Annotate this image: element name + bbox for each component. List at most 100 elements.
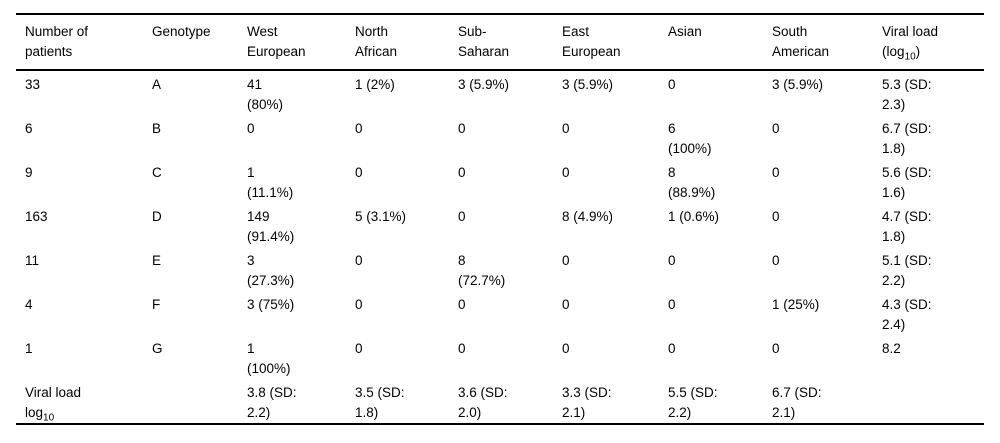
column-header-number-of-patients: Number of patients bbox=[16, 14, 143, 71]
cell: 3 (5.9%) bbox=[772, 77, 824, 92]
cell: 0 bbox=[668, 297, 676, 312]
footer-label-text: Viral load log bbox=[25, 385, 82, 420]
cell: 3.6 (SD: 2.0) bbox=[458, 385, 508, 420]
column-header-north-african: North African bbox=[346, 14, 449, 71]
table-row-genotype-g: 1 G 1 (100%) 0 0 0 0 0 8.2 bbox=[16, 335, 984, 379]
cell: C bbox=[152, 165, 162, 180]
table-row-genotype-e: 11 E 3 (27.3%) 0 8 (72.7%) 0 0 0 5.1 (SD… bbox=[16, 247, 984, 291]
cell: 0 bbox=[562, 121, 570, 136]
cell: 3.3 (SD: 2.1) bbox=[562, 385, 612, 420]
viral-load-header-subscript: 10 bbox=[904, 51, 916, 63]
cell: 6.7 (SD: 1.8) bbox=[882, 121, 932, 156]
cell: E bbox=[152, 253, 162, 268]
cell: 5.1 (SD: 2.2) bbox=[882, 253, 932, 288]
cell: 0 bbox=[562, 165, 570, 180]
cell: 41 (80%) bbox=[247, 77, 284, 112]
cell: 11 bbox=[25, 253, 40, 268]
cell: 0 bbox=[772, 253, 780, 268]
cell: 33 bbox=[25, 77, 41, 92]
table-footer: Viral load log10 3.8 (SD: 2.2) 3.5 (SD: … bbox=[16, 379, 984, 424]
column-header-genotype: Genotype bbox=[143, 14, 238, 71]
viral-load-header-text: Viral load (log bbox=[882, 24, 939, 59]
cell: D bbox=[152, 209, 162, 224]
cell: 8 (88.9%) bbox=[668, 165, 716, 200]
column-header-east-european: East European bbox=[553, 14, 659, 71]
cell: 0 bbox=[562, 341, 570, 356]
cell: G bbox=[152, 341, 163, 356]
cell bbox=[143, 379, 238, 424]
cell: 5 (3.1%) bbox=[355, 209, 407, 224]
cell: 1 (2%) bbox=[355, 77, 395, 92]
cell: 3 (75%) bbox=[247, 297, 295, 312]
cell: 4.7 (SD: 1.8) bbox=[882, 209, 932, 244]
cell: 8 (4.9%) bbox=[562, 209, 614, 224]
cell: 1 (11.1%) bbox=[247, 165, 294, 200]
table-row-genotype-d: 163 D 149 (91.4%) 5 (3.1%) 0 8 (4.9%) 1 … bbox=[16, 203, 984, 247]
cell: 0 bbox=[772, 209, 780, 224]
cell: B bbox=[152, 121, 162, 136]
cell: 0 bbox=[562, 297, 570, 312]
footer-row-viral-load: Viral load log10 3.8 (SD: 2.2) 3.5 (SD: … bbox=[16, 379, 984, 424]
cell: 0 bbox=[458, 165, 466, 180]
header-row: Number of patients Genotype West Europea… bbox=[16, 14, 984, 71]
cell: 0 bbox=[458, 297, 466, 312]
cell: 3.5 (SD: 1.8) bbox=[355, 385, 405, 420]
cell: 3.8 (SD: 2.2) bbox=[247, 385, 297, 420]
cell: 4.3 (SD: 2.4) bbox=[882, 297, 932, 332]
table-row-genotype-a: 33 A 41 (80%) 1 (2%) 3 (5.9%) 3 (5.9%) 0… bbox=[16, 70, 984, 115]
cell: 1 (0.6%) bbox=[668, 209, 720, 224]
cell: 6.7 (SD: 2.1) bbox=[772, 385, 822, 420]
genotype-distribution-table: Number of patients Genotype West Europea… bbox=[16, 13, 984, 425]
table-body: 33 A 41 (80%) 1 (2%) 3 (5.9%) 3 (5.9%) 0… bbox=[16, 70, 984, 379]
cell: 1 (25%) bbox=[772, 297, 820, 312]
cell: 0 bbox=[772, 165, 780, 180]
cell: 0 bbox=[772, 121, 780, 136]
cell: 0 bbox=[458, 341, 466, 356]
cell: 0 bbox=[458, 121, 466, 136]
cell: 4 bbox=[25, 297, 33, 312]
cell: 5.3 (SD: 2.3) bbox=[882, 77, 932, 112]
cell: 0 bbox=[458, 209, 466, 224]
column-header-sub-saharan: Sub- Saharan bbox=[449, 14, 553, 71]
cell: 0 bbox=[562, 253, 570, 268]
cell: 149 (91.4%) bbox=[247, 209, 295, 244]
footer-label-subscript: 10 bbox=[43, 412, 55, 424]
table-row-genotype-f: 4 F 3 (75%) 0 0 0 0 1 (25%) 4.3 (SD: 2.4… bbox=[16, 291, 984, 335]
cell: 6 (100%) bbox=[668, 121, 712, 156]
viral-load-header-suffix: ) bbox=[915, 44, 921, 59]
cell: 0 bbox=[355, 165, 363, 180]
cell: 3 (5.9%) bbox=[562, 77, 614, 92]
cell: 1 (100%) bbox=[247, 341, 291, 376]
cell: 8 (72.7%) bbox=[458, 253, 506, 288]
footer-label-viral-load: Viral load log10 bbox=[16, 379, 143, 424]
cell: 0 bbox=[668, 341, 676, 356]
cell: 8.2 bbox=[882, 341, 901, 356]
column-header-west-european: West European bbox=[238, 14, 346, 71]
cell: A bbox=[152, 77, 162, 92]
table-row-genotype-b: 6 B 0 0 0 0 6 (100%) 0 6.7 (SD: 1.8) bbox=[16, 115, 984, 159]
cell: 0 bbox=[355, 341, 363, 356]
table-header: Number of patients Genotype West Europea… bbox=[16, 14, 984, 71]
cell: 0 bbox=[668, 77, 676, 92]
cell: 5.6 (SD: 1.6) bbox=[882, 165, 932, 200]
cell: 0 bbox=[355, 121, 363, 136]
cell bbox=[873, 379, 984, 424]
cell: 163 bbox=[25, 209, 48, 224]
cell: 3 (5.9%) bbox=[458, 77, 510, 92]
column-header-asian: Asian bbox=[659, 14, 763, 71]
cell: 6 bbox=[25, 121, 33, 136]
cell: 0 bbox=[772, 341, 780, 356]
cell: 0 bbox=[668, 253, 676, 268]
cell: 3 (27.3%) bbox=[247, 253, 295, 288]
cell: 0 bbox=[355, 253, 363, 268]
cell: 5.5 (SD: 2.2) bbox=[668, 385, 718, 420]
cell: 0 bbox=[247, 121, 255, 136]
cell: F bbox=[152, 297, 161, 312]
cell: 0 bbox=[355, 297, 363, 312]
column-header-viral-load: Viral load (log10) bbox=[873, 14, 984, 71]
table-row-genotype-c: 9 C 1 (11.1%) 0 0 0 8 (88.9%) 0 5.6 (SD:… bbox=[16, 159, 984, 203]
cell: 1 bbox=[25, 341, 33, 356]
column-header-south-american: South American bbox=[763, 14, 873, 71]
cell: 9 bbox=[25, 165, 33, 180]
